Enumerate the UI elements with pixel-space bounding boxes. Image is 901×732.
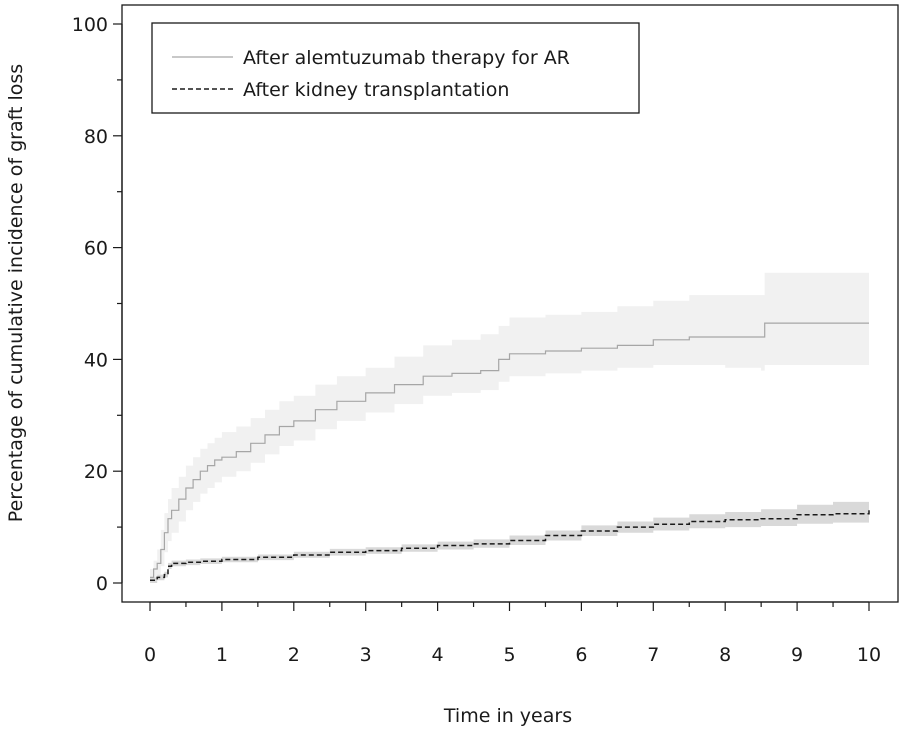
y-tick-label: 0	[96, 573, 108, 595]
x-tick-label: 0	[144, 644, 156, 666]
y-axis-label: Percentage of cumulative incidence of gr…	[5, 64, 27, 522]
x-tick-label: 4	[432, 644, 444, 666]
x-tick-label: 2	[288, 644, 300, 666]
x-tick-label: 8	[719, 644, 731, 666]
y-tick-label: 80	[84, 126, 108, 148]
legend: After alemtuzumab therapy for AR After k…	[151, 22, 640, 114]
legend-label-alemtuzumab: After alemtuzumab therapy for AR	[243, 47, 570, 69]
y-tick-label: 100	[72, 14, 108, 36]
y-tick-label: 20	[84, 461, 108, 483]
legend-label-transplantation: After kidney transplantation	[243, 79, 509, 101]
x-tick-label: 6	[575, 644, 587, 666]
x-tick-label: 10	[857, 644, 881, 666]
y-axis: 0 20 40 60 80 100	[72, 14, 123, 595]
y-tick-label: 60	[84, 238, 108, 260]
x-tick-label: 7	[647, 644, 659, 666]
x-axis: 0 1 2 3 4 5 6 7 8 9 10	[144, 601, 881, 666]
x-tick-label: 1	[216, 644, 228, 666]
x-tick-label: 5	[503, 644, 515, 666]
legend-box	[151, 22, 640, 114]
confidence-band-alemtuzumab	[150, 272, 869, 581]
series-lines	[150, 322, 870, 581]
series-line-transplantation	[150, 510, 870, 581]
series-line-alemtuzumab	[150, 322, 869, 578]
confidence-bands	[150, 272, 869, 583]
x-tick-label: 9	[791, 644, 803, 666]
x-tick-label: 3	[360, 644, 372, 666]
x-axis-label: Time in years	[443, 705, 572, 727]
y-tick-label: 40	[84, 349, 108, 371]
confidence-band-transplantation	[150, 499, 869, 583]
